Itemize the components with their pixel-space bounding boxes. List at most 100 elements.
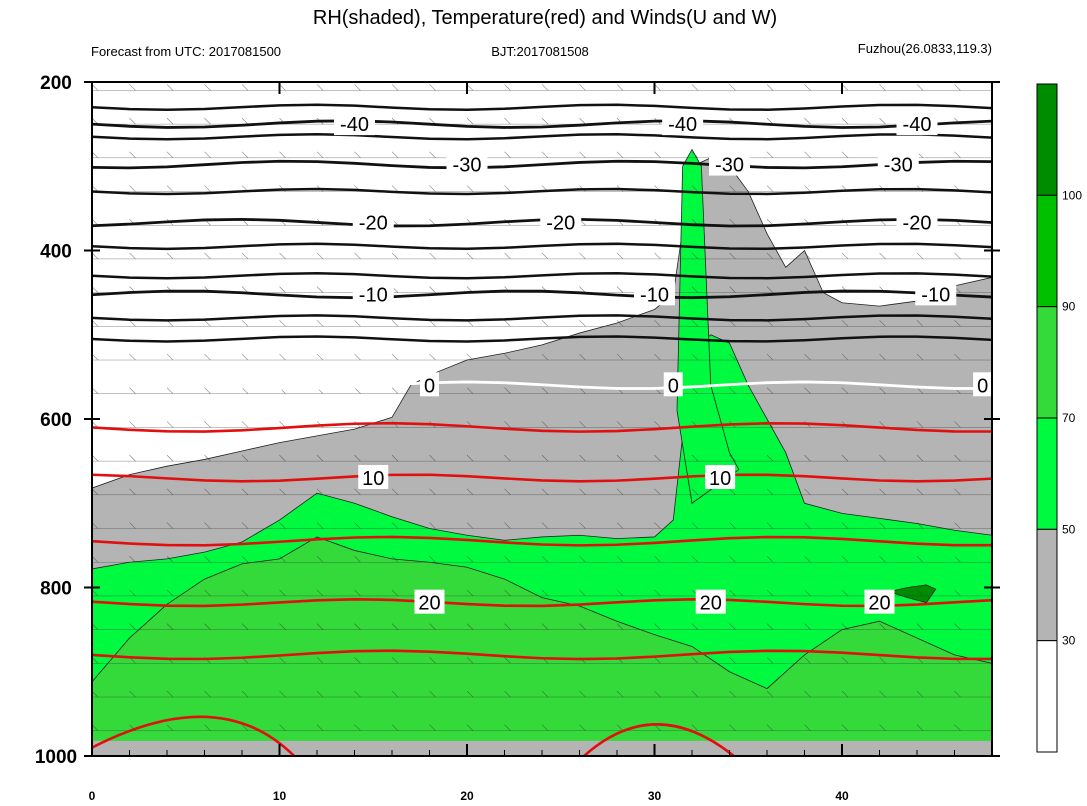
wind-barb	[316, 589, 324, 597]
isotherm-label-text: 0	[977, 375, 988, 397]
wind-barb	[504, 252, 511, 260]
isotherm-label: -40	[662, 111, 704, 136]
wind-barb	[729, 286, 736, 293]
wind-barb	[129, 84, 136, 91]
wind-barb	[954, 252, 961, 260]
wind-barb	[429, 454, 436, 462]
wind-barb	[166, 185, 174, 192]
colorbar-swatch	[1036, 640, 1058, 753]
wind-barb	[204, 185, 211, 192]
wind-barb	[279, 454, 286, 462]
wind-barb	[879, 690, 886, 698]
wind-barb	[129, 151, 136, 159]
wind-barb	[916, 623, 924, 630]
isotherm-label-text: -40	[668, 114, 697, 136]
isotherm-label-text: -20	[903, 213, 932, 235]
wind-barb	[279, 522, 286, 529]
wind-barb	[541, 353, 549, 361]
wind-barb	[879, 421, 886, 428]
wind-barb	[766, 185, 774, 192]
wind-barb	[879, 117, 886, 125]
wind-barb	[391, 84, 399, 91]
wind-barb	[391, 556, 399, 563]
wind-barb	[541, 589, 549, 597]
wind-barb	[241, 421, 249, 428]
isotherm-line	[92, 103, 992, 112]
wind-barb	[129, 421, 136, 428]
chart-title: RH(shaded), Temperature(red) and Winds(U…	[313, 7, 777, 29]
wind-barb	[316, 320, 324, 327]
wind-barb	[504, 488, 511, 496]
wind-barb	[504, 185, 511, 192]
wind-barb	[616, 286, 624, 293]
isotherm-label: -30	[709, 151, 750, 177]
wind-barb	[654, 454, 661, 462]
wind-barb	[391, 690, 399, 698]
wind-barb	[691, 286, 699, 293]
wind-barb	[841, 353, 849, 361]
wind-barb	[166, 151, 174, 159]
isotherm-label-bg	[446, 151, 488, 176]
wind-barb	[916, 421, 924, 428]
isotherm-line	[92, 272, 992, 280]
wind-barb	[616, 151, 624, 159]
wind-barb	[316, 522, 324, 529]
wind-barb	[616, 556, 624, 563]
wind-barb	[804, 488, 811, 496]
wind-barb	[579, 151, 586, 159]
wind-barb	[429, 84, 436, 91]
wind-barb	[204, 320, 211, 327]
wind-barb	[204, 556, 211, 563]
wind-barb	[579, 252, 586, 260]
isotherm-label-bg	[634, 281, 675, 306]
wind-barb	[766, 84, 774, 91]
wind-barb	[504, 353, 511, 361]
wind-barb	[729, 556, 736, 563]
wind-barb	[804, 252, 811, 260]
wind-barb	[691, 353, 699, 361]
wind-barb	[729, 657, 736, 664]
wind-barb	[729, 252, 736, 260]
wind-barb	[954, 556, 961, 563]
isotherm-line-red	[92, 649, 992, 661]
wind-barb	[841, 657, 849, 664]
wind-barb	[391, 488, 399, 496]
wind-barb	[166, 454, 174, 462]
isotherm-label: 0	[973, 372, 992, 397]
wind-barb	[766, 623, 774, 630]
isotherm-label-text: -10	[640, 284, 669, 306]
isotherm-label-text: -10	[359, 284, 388, 306]
isotherm-label-bg	[352, 209, 394, 234]
wind-barb	[579, 690, 586, 698]
wind-barb	[729, 353, 736, 361]
wind-barb	[804, 556, 811, 563]
isotherm-label-bg	[877, 151, 919, 176]
wind-barb	[241, 454, 249, 462]
wind-barb	[879, 623, 886, 630]
wind-barb	[279, 488, 286, 496]
isotherm-label: -20	[540, 209, 582, 235]
wind-barb	[241, 84, 249, 91]
wind-barb	[354, 724, 361, 731]
wind-barb	[354, 252, 361, 260]
wind-barb	[429, 151, 436, 159]
wind-barb	[541, 454, 549, 462]
isotherm-10	[92, 473, 992, 483]
wind-barb	[466, 623, 474, 630]
wind-barb	[354, 657, 361, 664]
isotherm-label-text: 0	[668, 375, 679, 397]
colorbar-swatch	[1036, 417, 1058, 530]
wind-barb	[954, 623, 961, 630]
wind-barb	[316, 724, 324, 731]
wind-barb	[579, 589, 586, 597]
wind-barb	[541, 320, 549, 327]
wind-barb	[579, 320, 586, 327]
isotherm-label-text: -30	[453, 155, 482, 177]
wind-barb	[691, 320, 699, 327]
wind-barb	[466, 387, 474, 394]
wind-barb	[954, 421, 961, 428]
wind-barb	[279, 151, 286, 159]
wind-barb	[916, 320, 924, 327]
wind-barb	[841, 387, 849, 394]
